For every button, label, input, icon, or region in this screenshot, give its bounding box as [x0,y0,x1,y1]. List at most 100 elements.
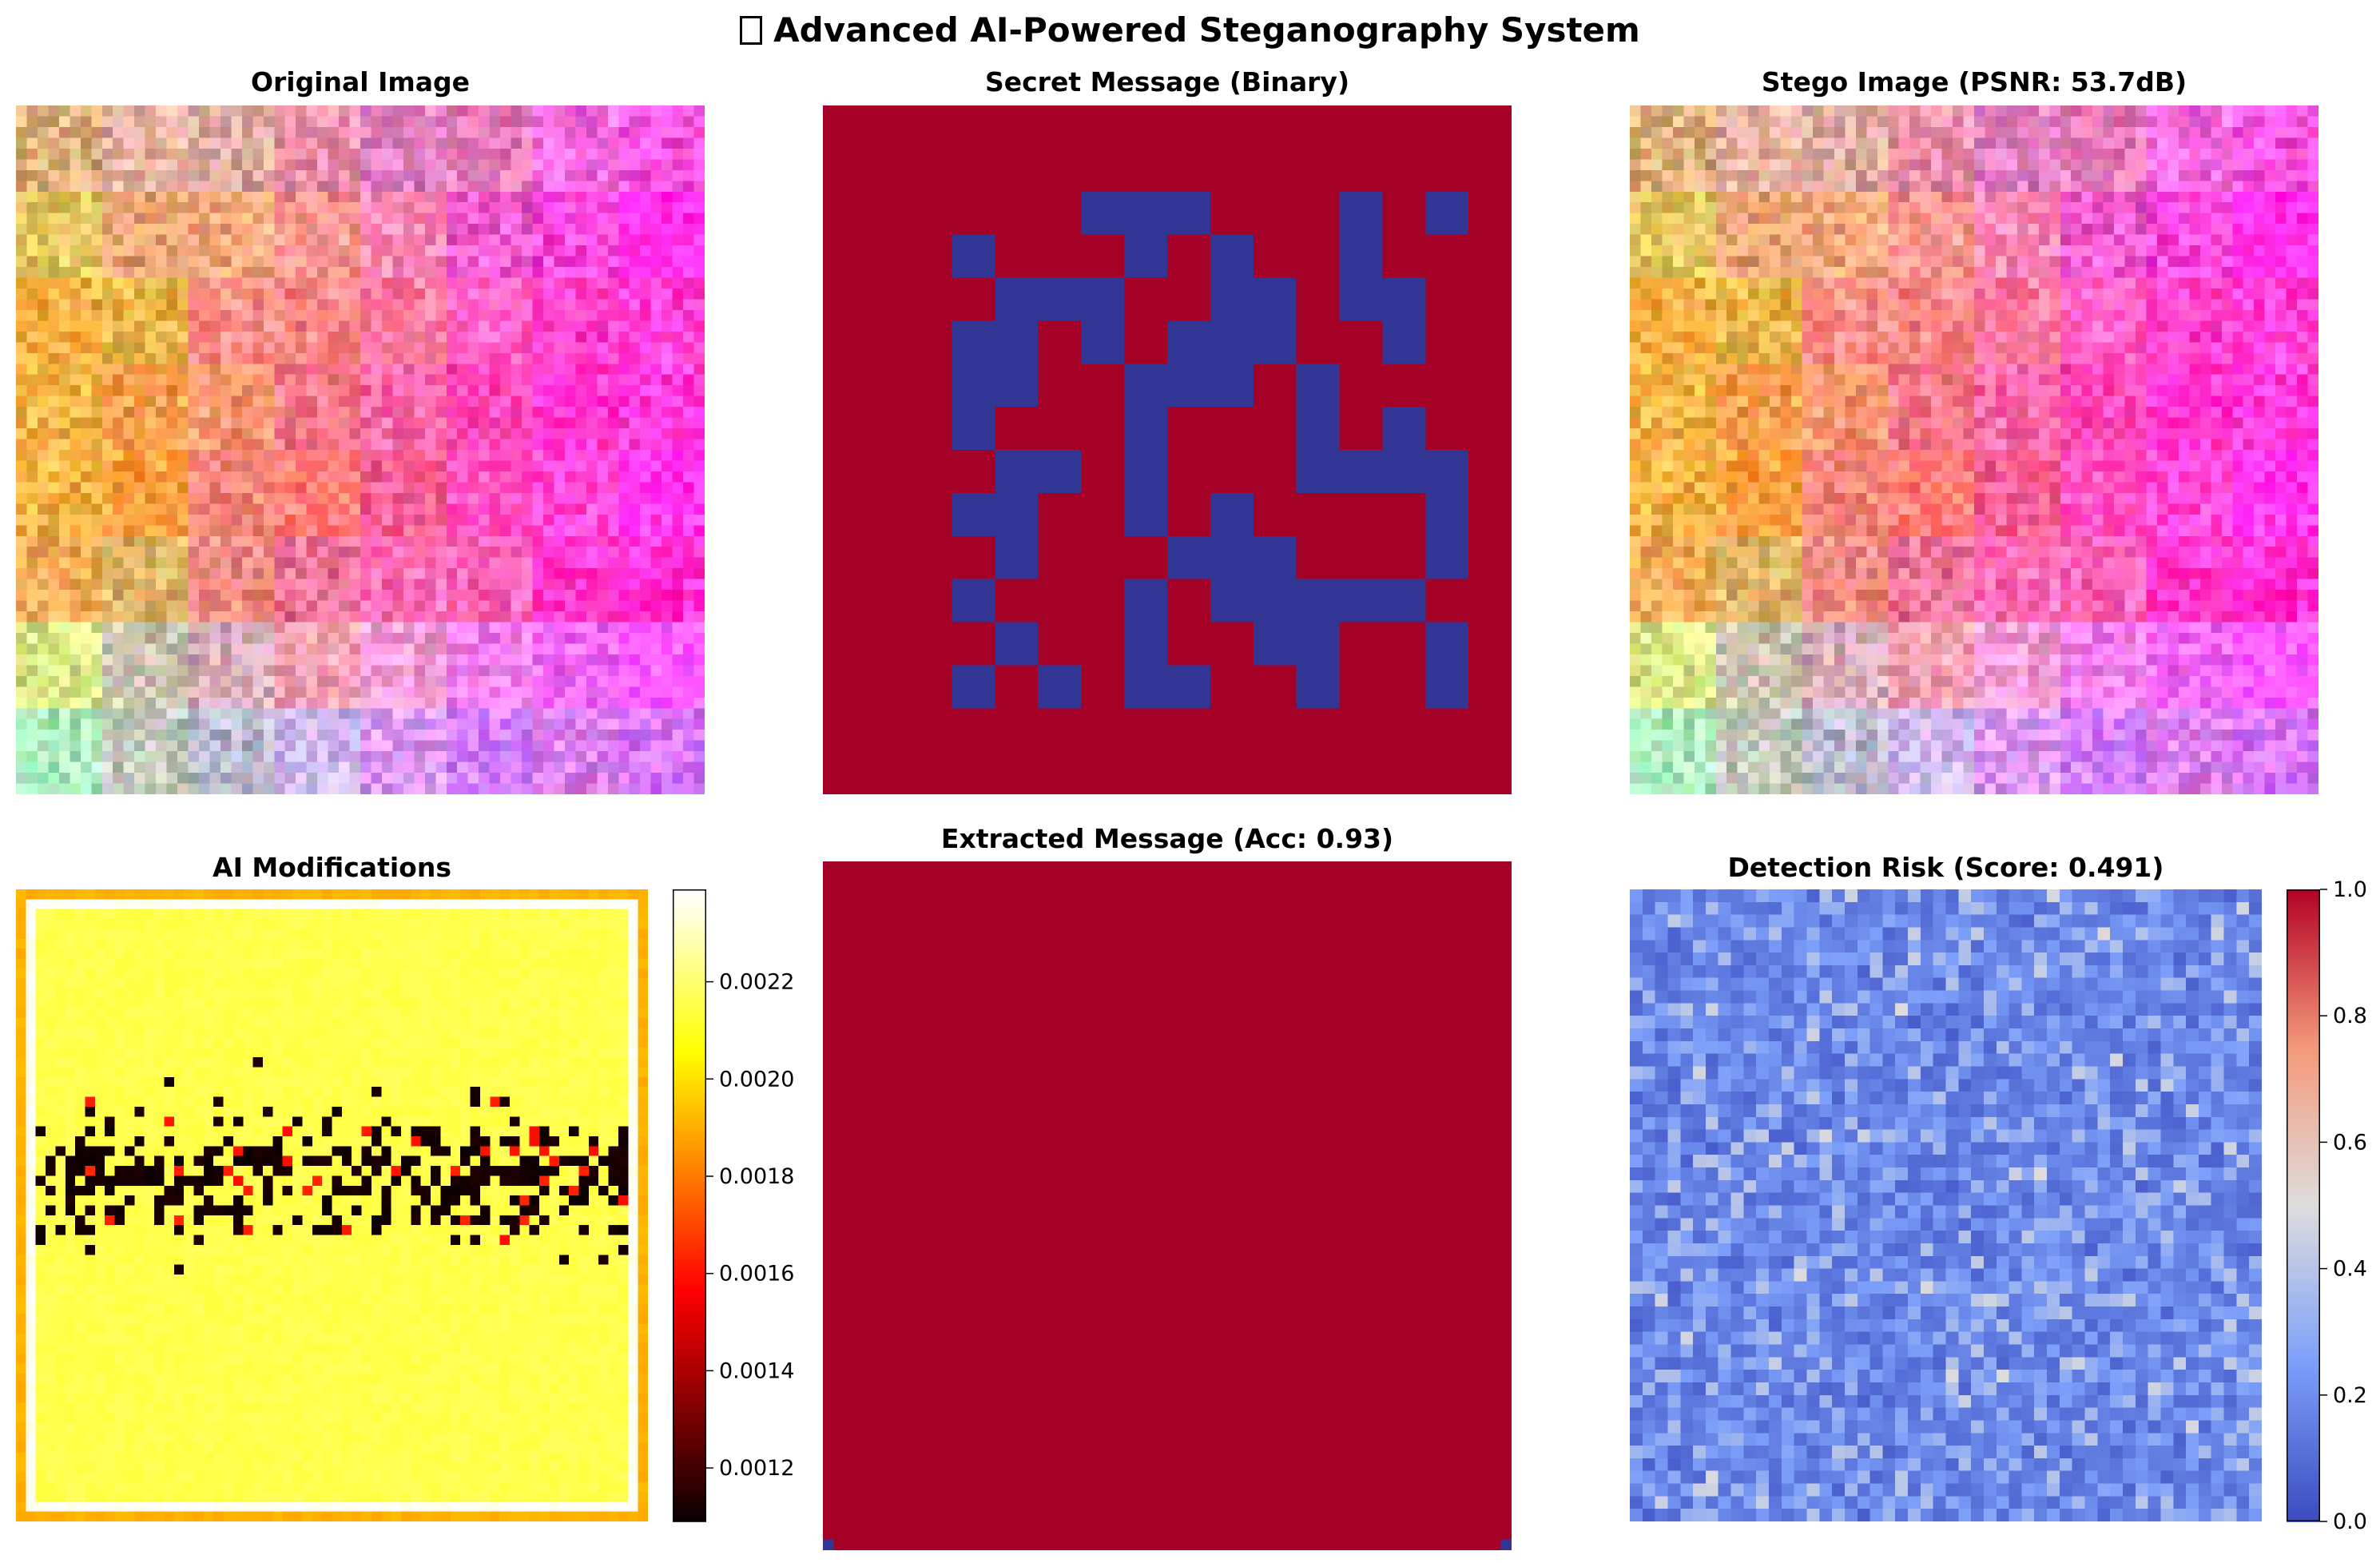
pixel [328,126,340,139]
pixel [16,396,28,408]
pixel [2016,126,2028,139]
pixel [586,525,598,537]
pixel [467,309,479,321]
pixel [284,740,296,752]
pixel [123,622,135,634]
pixel [328,751,340,763]
pixel [586,116,598,128]
pixel [479,503,491,515]
pixel [274,309,286,321]
pixel [575,288,587,300]
pixel [26,611,38,623]
pixel [1748,213,1760,225]
pixel [650,342,662,354]
pixel [58,364,70,376]
pixel [91,450,103,462]
pixel [564,428,576,440]
zero-bit-cell [1038,450,1082,493]
pixel [672,202,684,214]
pixel [2297,159,2309,171]
pixel [2199,116,2211,128]
pixel [2081,169,2093,181]
pixel [1920,224,1932,236]
pixel [145,396,157,408]
pixel [629,105,641,117]
pixel [683,385,695,397]
pixel [2211,137,2223,149]
pixel [381,352,394,364]
pixel [564,547,576,559]
pixel [91,686,103,698]
pixel [241,331,253,343]
pixel [414,342,426,354]
pixel [37,708,50,720]
pixel [296,320,308,332]
pixel [252,697,264,709]
pixel [618,718,630,730]
pixel [693,385,705,397]
pixel [284,213,296,225]
pixel [274,525,286,537]
pixel [672,471,684,483]
pixel [209,126,221,139]
pixel [662,374,673,386]
pixel [586,675,598,687]
pixel [58,503,70,515]
pixel [2199,137,2211,149]
pixel [26,450,38,462]
pixel [424,352,436,364]
pixel [542,256,555,268]
pixel [629,169,641,181]
pixel [220,450,232,462]
pixel [70,116,81,128]
pixel [306,417,318,429]
pixel [134,352,146,364]
pixel [522,407,534,419]
pixel [241,352,253,364]
pixel [37,471,50,483]
pixel [145,697,157,709]
pixel [296,525,308,537]
pixel [91,105,103,117]
pixel [554,331,566,343]
pixel [629,428,641,440]
pixel [177,783,189,794]
pixel [198,245,211,257]
pixel [467,708,479,720]
pixel [252,450,264,462]
pixel [618,245,630,257]
pixel [177,267,189,279]
pixel [542,450,555,462]
pixel [2038,234,2050,246]
pixel [575,632,587,645]
pixel [80,309,92,321]
pixel [241,514,253,526]
pixel [618,460,630,472]
pixel [284,643,296,655]
pixel [113,675,125,687]
pixel [2167,224,2179,236]
pixel [156,320,168,332]
pixel [1672,159,1684,171]
pixel [522,708,534,720]
pixel [113,191,125,203]
pixel [317,622,329,634]
pixel [1662,105,1674,117]
pixel [166,245,178,257]
pixel [306,762,318,774]
pixel [2275,126,2287,139]
pixel [91,718,103,730]
pixel [339,730,351,742]
pixel [597,708,609,720]
pixel [575,665,587,677]
pixel [349,740,361,752]
pixel [597,191,609,203]
pixel [70,288,81,300]
pixel [198,708,211,720]
pixel [479,450,491,462]
pixel [2124,234,2136,246]
pixel [156,213,168,225]
pixel [113,224,125,236]
pixel [166,611,178,623]
pixel [1963,181,1975,193]
